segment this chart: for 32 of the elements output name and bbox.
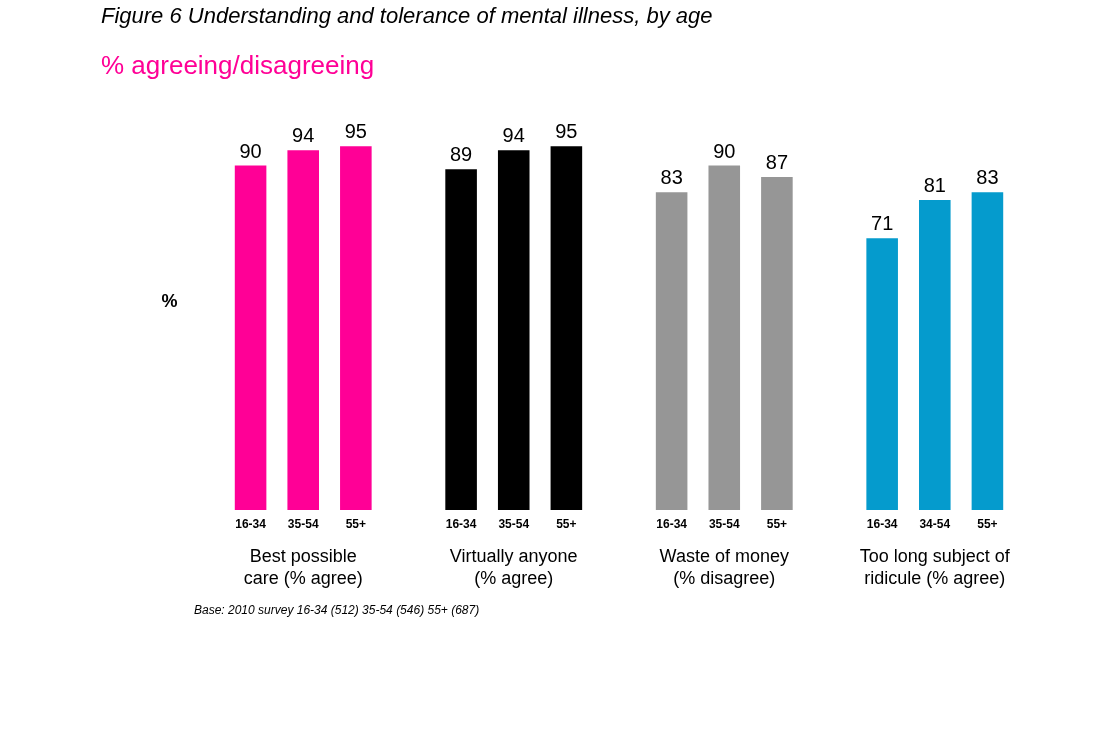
x-tick-label: 35-54 (708, 516, 740, 531)
x-tick-label: 55+ (556, 516, 577, 531)
x-tick-label: 16-34 (445, 516, 477, 531)
text: Too long subject of ridicule (% agree) (859, 546, 1011, 588)
x-tick-label: 34-54 (919, 516, 951, 531)
x-tick-label: 16-34 (656, 516, 688, 531)
data-label: 94 (292, 124, 315, 147)
x-tick-label: 55+ (977, 516, 998, 531)
data-label: 95 (555, 120, 578, 143)
data-label: 89 (449, 143, 473, 166)
data-label: 83 (976, 166, 999, 189)
data-label: 81 (923, 173, 946, 196)
series-label: Waste of money (% disagree) (659, 546, 789, 588)
x-tick-label: 35-54 (287, 516, 319, 531)
chart-subtitle: % agreeing/disagreeing (101, 50, 375, 80)
x-tick-label: 55+ (345, 516, 367, 531)
data-label: 90 (239, 139, 262, 162)
x-tick-label: 35-54 (498, 516, 530, 531)
text: Base: 2010 survey 16-34 (512) 35-54 (546) 55+ (687) (194, 603, 480, 617)
series-label: Virtually anyone (% agree) (449, 546, 578, 588)
chart-title: Figure 6 Understanding and tolerance of mental illness, by age (101, 3, 713, 28)
series-label: Best possible care (% agree) (243, 546, 363, 588)
data-label: 87 (765, 150, 789, 173)
data-label: 83 (660, 166, 683, 189)
y-axis-title: % (161, 290, 178, 311)
data-label: 95 (344, 120, 367, 143)
x-tick-label: 16-34 (235, 516, 267, 531)
data-label: 90 (713, 139, 736, 162)
data-label: 94 (502, 124, 525, 147)
x-tick-label: 16-34 (866, 516, 898, 531)
data-label: 71 (871, 212, 894, 235)
x-tick-label: 55+ (766, 516, 788, 531)
